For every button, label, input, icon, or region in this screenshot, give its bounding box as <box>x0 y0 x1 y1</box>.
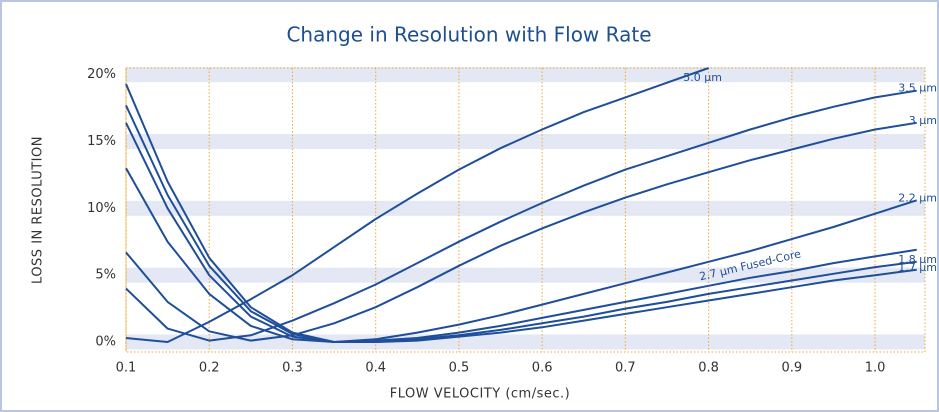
y-tick-label: 20% <box>87 67 116 82</box>
series-line <box>125 104 917 343</box>
x-tick-label: 0.8 <box>698 361 719 376</box>
series-label: 3.5 µm <box>898 82 937 95</box>
x-tick-label: 0.5 <box>449 361 470 376</box>
plot-border <box>125 67 926 353</box>
y-tick-label: 15% <box>87 134 116 149</box>
x-tick-label: 0.6 <box>532 361 553 376</box>
x-tick-label: 1.0 <box>865 361 886 376</box>
x-tick-label: 0.7 <box>615 361 636 376</box>
x-tick-label: 0.2 <box>199 361 220 376</box>
series-label: 2.2 µm <box>898 191 937 204</box>
x-tick-label: 0.4 <box>365 361 386 376</box>
chart-title: Change in Resolution with Flow Rate <box>286 23 651 47</box>
series-line <box>125 121 917 342</box>
y-tick-label: 5% <box>95 268 116 283</box>
grid-band <box>126 267 925 283</box>
y-axis-title: LOSS IN RESOLUTION <box>31 136 46 284</box>
y-tick-label: 10% <box>87 201 116 216</box>
series-line <box>125 83 917 343</box>
grid-band <box>126 334 925 350</box>
x-tick-label: 0.9 <box>781 361 802 376</box>
x-tick-label: 0.1 <box>116 361 137 376</box>
series-label: 1.8 µm <box>898 253 937 266</box>
series-label: 5.0 µm <box>683 71 722 84</box>
y-tick-label: 0% <box>95 334 116 349</box>
series-line <box>125 67 709 343</box>
series-line <box>125 122 917 343</box>
x-tick-label: 0.3 <box>282 361 303 376</box>
grid-band <box>126 200 925 216</box>
series-label: 1.7 µm <box>898 261 937 274</box>
series-line <box>125 167 918 343</box>
grid-band <box>126 67 925 83</box>
series-label: 3 µm <box>909 114 937 127</box>
series-line <box>125 89 917 342</box>
x-axis-title: FLOW VELOCITY (cm/sec.) <box>390 387 570 402</box>
